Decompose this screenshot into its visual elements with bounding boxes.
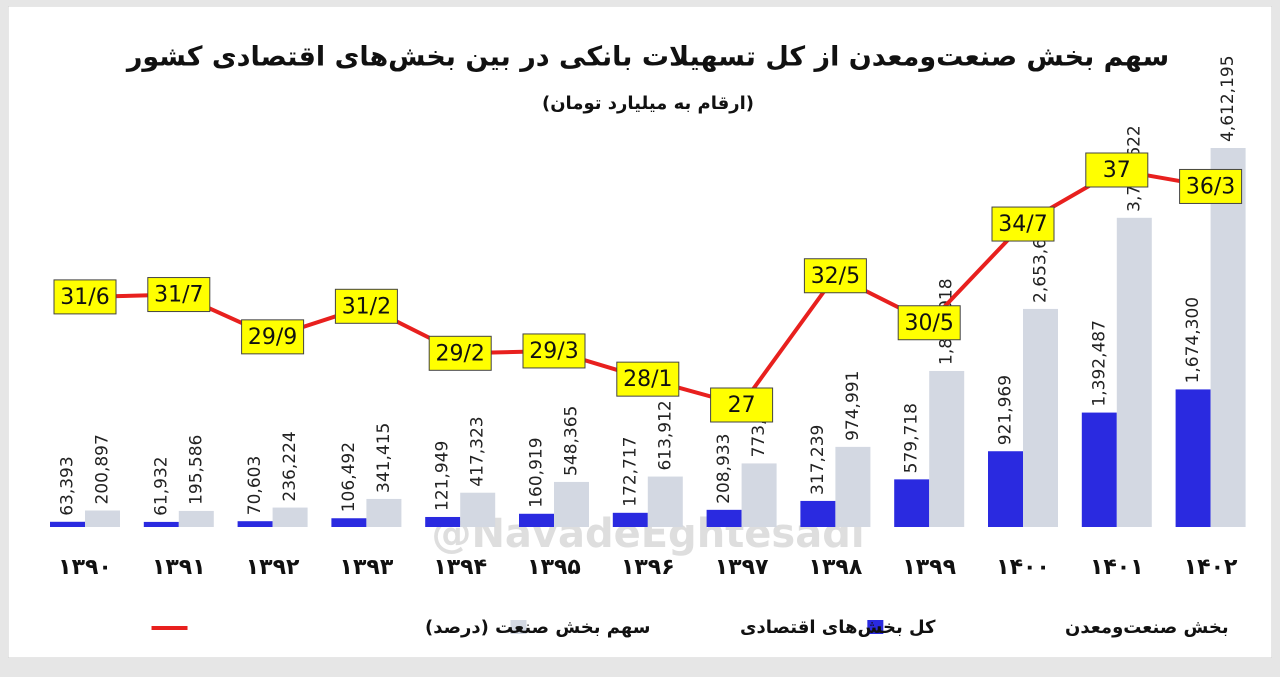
line-value-label: 34/7: [998, 212, 1047, 237]
bar-value-label: 172,717: [620, 436, 640, 506]
bar-value-label: 417,323: [468, 416, 488, 486]
bar-value-label: 236,224: [280, 431, 300, 501]
legend-swatch: [510, 620, 527, 634]
legend-label: سهم بخش صنعت (درصد): [425, 617, 650, 638]
line-value-label: 32/5: [811, 264, 860, 289]
line-value-label: 31/2: [342, 294, 391, 319]
bar: [706, 509, 742, 527]
chart-title: سهم بخش صنعت‌ومعدن از کل تسهیلات بانکی د…: [125, 42, 1169, 73]
bar-value-label: 974,991: [843, 371, 863, 441]
chart-background: [8, 6, 1272, 658]
legend-label: بخش صنعت‌ومعدن: [1065, 617, 1229, 638]
legend-label: کل بخش‌های اقتصادی: [740, 617, 936, 638]
line-value-label: 29/3: [529, 339, 578, 364]
x-tick-label: ۱۴۰۲: [1184, 555, 1238, 580]
bar: [85, 510, 120, 527]
value-label-box: [1179, 168, 1243, 204]
bar-value-label: 317,239: [808, 425, 828, 495]
value-label-box: [53, 279, 117, 315]
bar: [647, 476, 683, 527]
line-value-label: 31/7: [154, 283, 203, 308]
bar-value-label: 208,933: [714, 434, 734, 504]
line-value-label: 29/2: [435, 341, 484, 366]
x-tick-label: ۱۳۹۸: [809, 555, 863, 580]
bar: [929, 370, 965, 527]
line-value-label: 30/5: [904, 311, 953, 336]
bar-value-label: 63,393: [58, 456, 78, 515]
bar: [50, 521, 85, 527]
bar: [237, 521, 273, 527]
bar-value-label: 1,674,300: [1183, 297, 1203, 384]
bar: [612, 512, 648, 527]
bar-value-label: 200,897: [93, 434, 113, 504]
value-label-box: [1085, 152, 1149, 188]
bar: [1023, 308, 1058, 527]
value-label-box: [522, 333, 586, 369]
bar: [1210, 148, 1246, 527]
chart-subtitle: (ارقام به میلیارد تومان): [542, 93, 754, 114]
x-tick-label: ۱۳۹۴: [433, 555, 487, 580]
x-tick-label: ۱۳۹۵: [527, 555, 581, 580]
value-label-box: [147, 277, 211, 313]
value-label-box: [991, 206, 1055, 242]
x-tick-label: ۱۳۹۷: [715, 555, 769, 580]
x-tick-label: ۱۳۹۱: [152, 555, 206, 580]
bar: [835, 446, 871, 527]
bar-value-label: 613,912: [655, 400, 675, 470]
bar-value-label: 921,969: [996, 375, 1016, 445]
x-tick-label: ۱۳۹۰: [58, 555, 112, 580]
value-label-box: [334, 288, 398, 324]
bar: [894, 479, 930, 527]
bar-value-label: 4,612,195: [1218, 55, 1238, 142]
line-value-label: 28/1: [623, 367, 672, 392]
bar: [519, 513, 554, 527]
value-label-box: [897, 305, 961, 341]
bar: [741, 463, 777, 527]
chart: سهم بخش صنعت‌ومعدن از کل تسهیلات بانکی د…: [8, 6, 1272, 658]
legend-swatch: [867, 620, 884, 634]
x-tick-label: ۱۴۰۱: [1090, 555, 1144, 580]
bar-value-label: 160,919: [527, 437, 547, 507]
x-tick-label: ۱۴۰۰: [996, 555, 1050, 580]
x-tick-label: ۱۳۹۶: [621, 555, 675, 580]
bar: [366, 498, 402, 527]
bar-value-label: 106,492: [339, 442, 359, 512]
bar: [554, 481, 589, 527]
value-label-box: [241, 319, 305, 355]
line-value-label: 36/3: [1186, 174, 1235, 199]
bar-value-label: 121,949: [433, 441, 453, 511]
bar: [143, 521, 179, 527]
bar-value-label: 195,586: [186, 435, 206, 505]
value-label-box: [428, 335, 492, 371]
line-value-label: 31/6: [60, 285, 109, 310]
bar: [272, 507, 308, 527]
line-value-label: 29/9: [248, 325, 297, 350]
bar-value-label: 341,415: [374, 423, 394, 493]
x-tick-label: ۱۳۹۲: [246, 555, 300, 580]
bar: [178, 510, 214, 527]
x-tick-label: ۱۳۹۳: [340, 555, 394, 580]
bar: [425, 516, 461, 527]
bar-value-label: 1,392,487: [1089, 320, 1109, 407]
value-label-box: [710, 387, 774, 423]
bar: [1175, 389, 1211, 527]
value-label-box: [616, 361, 680, 397]
bar: [1081, 412, 1117, 527]
x-tick-label: ۱۳۹۹: [902, 555, 956, 580]
value-label-box: [803, 258, 867, 294]
bar-value-label: 548,365: [562, 406, 582, 476]
bar: [1116, 217, 1152, 527]
bar: [460, 492, 496, 527]
bar: [988, 451, 1023, 527]
line-value-label: 27: [728, 393, 756, 418]
bar: [800, 500, 836, 527]
bar-value-label: 61,932: [151, 456, 171, 515]
bar-value-label: 70,603: [245, 456, 265, 515]
bar-value-label: 579,718: [902, 403, 922, 473]
line-value-label: 37: [1103, 158, 1131, 183]
bar: [331, 518, 367, 527]
